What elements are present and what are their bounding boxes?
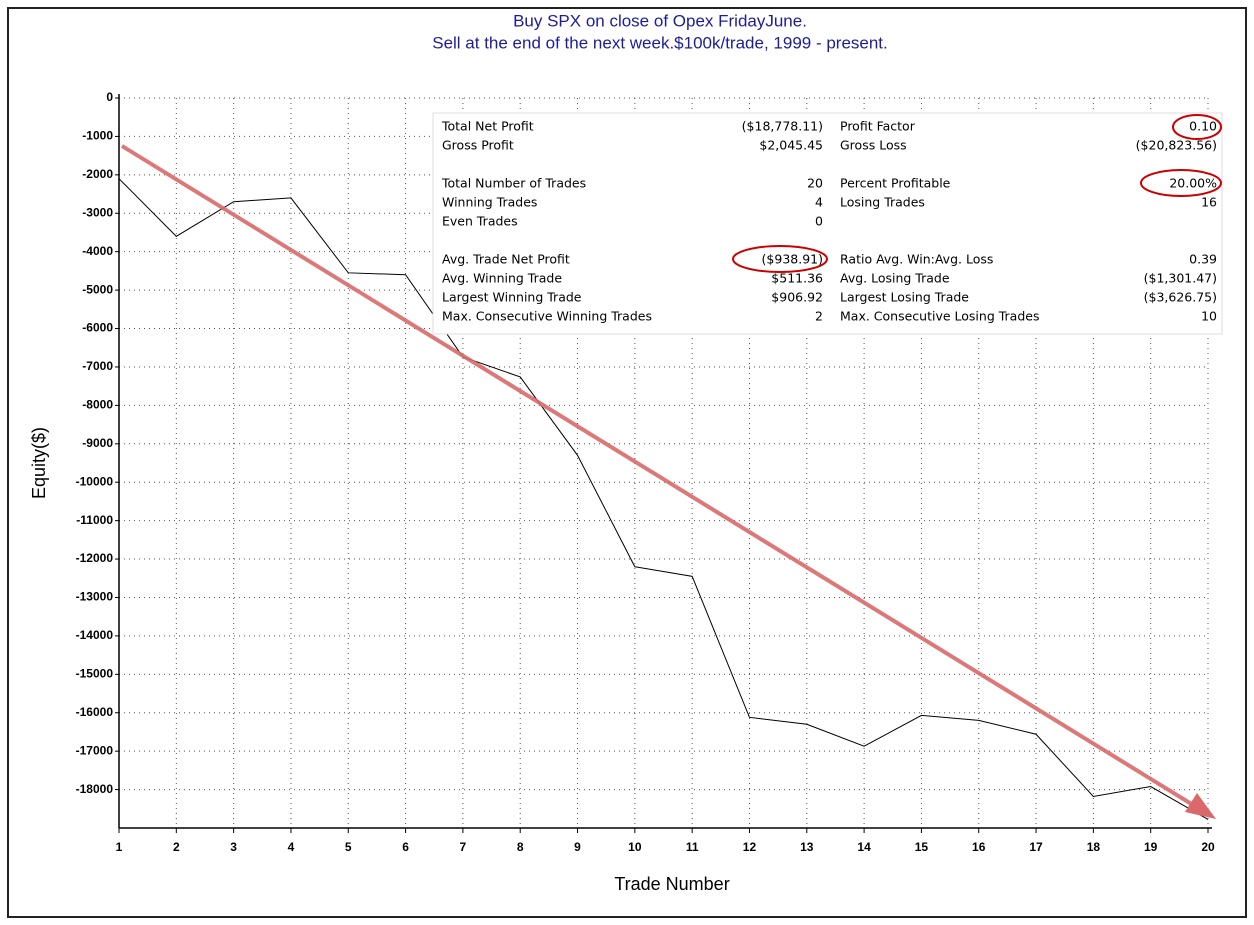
x-tick-label: 4: [288, 840, 295, 854]
y-tick-label: -1000: [82, 129, 113, 143]
x-tick-label: 1: [116, 840, 123, 854]
stat-label: Ratio Avg. Win:Avg. Loss: [840, 252, 993, 267]
stat-label: Total Number of Trades: [441, 176, 586, 191]
x-tick-label: 8: [517, 840, 524, 854]
y-tick-label: 0: [106, 90, 113, 104]
y-tick-label: -17000: [76, 743, 114, 757]
stat-label: Total Net Profit: [441, 119, 534, 134]
x-tick-label: 17: [1029, 840, 1043, 854]
x-tick-label: 18: [1087, 840, 1101, 854]
x-tick-label: 12: [743, 840, 757, 854]
stat-value: $511.36: [771, 271, 823, 286]
stat-value: 0: [815, 214, 823, 229]
stat-value: 4: [815, 195, 823, 210]
y-tick-label: -6000: [82, 321, 113, 335]
y-tick-label: -11000: [76, 513, 113, 527]
stat-label: Gross Profit: [442, 138, 514, 153]
chart-title: Buy SPX on close of Opex FridayJune.: [513, 11, 807, 30]
stat-label: Percent Profitable: [840, 176, 951, 191]
x-tick-label: 3: [230, 840, 237, 854]
stat-value: 10: [1201, 309, 1217, 324]
y-tick-label: -2000: [82, 167, 113, 181]
y-tick-label: -12000: [76, 551, 114, 565]
stat-label: Gross Loss: [840, 138, 907, 153]
stat-value: 20.00%: [1169, 176, 1217, 191]
y-tick-label: -15000: [76, 666, 114, 680]
stat-value: ($3,626.75): [1144, 290, 1217, 305]
stat-label: Even Trades: [442, 214, 518, 229]
x-tick-label: 14: [857, 840, 871, 854]
stats-box: [432, 112, 1223, 335]
stat-label: Max. Consecutive Losing Trades: [840, 309, 1039, 324]
stat-value: 20: [807, 176, 823, 191]
y-tick-label: -3000: [82, 205, 113, 219]
x-tick-label: 7: [460, 840, 467, 854]
y-tick-label: -13000: [76, 590, 114, 604]
stat-label: Losing Trades: [840, 195, 925, 210]
trend-arrow: [120, 144, 1200, 810]
y-tick-label: -18000: [76, 782, 114, 796]
y-tick-label: -16000: [76, 705, 114, 719]
y-tick-label: -14000: [76, 628, 114, 642]
x-tick-label: 20: [1201, 840, 1215, 854]
stat-label: Largest Winning Trade: [442, 290, 582, 305]
y-tick-label: -8000: [82, 398, 113, 412]
x-tick-label: 13: [800, 840, 814, 854]
stat-value: $906.92: [771, 290, 823, 305]
stat-label: Avg. Winning Trade: [442, 271, 562, 286]
series-line: [118, 178, 1209, 820]
y-axis-label: Equity($): [29, 427, 49, 499]
x-tick-label: 16: [972, 840, 986, 854]
y-tick-label: -9000: [82, 436, 113, 450]
highlight: [1172, 114, 1222, 140]
y-tick-label: -10000: [76, 474, 114, 488]
x-tick-label: 15: [915, 840, 929, 854]
stat-value: ($938.91): [762, 252, 823, 267]
y-tick-label: -5000: [82, 282, 113, 296]
stat-label: Largest Losing Trade: [840, 290, 969, 305]
stat-value: 0.39: [1189, 252, 1217, 267]
x-tick-label: 6: [402, 840, 409, 854]
x-axis-label: Trade Number: [614, 874, 729, 894]
stat-value: ($1,301.47): [1144, 271, 1217, 286]
x-tick-label: 5: [345, 840, 352, 854]
stat-value: ($20,823.56): [1136, 138, 1217, 153]
x-tick-label: 9: [574, 840, 581, 854]
highlight: [1140, 169, 1222, 197]
stat-value: 0.10: [1189, 119, 1217, 134]
trend-arrow-head: [1185, 793, 1216, 819]
x-tick-label: 19: [1144, 840, 1158, 854]
stat-value: 16: [1201, 195, 1217, 210]
y-tick-label: -4000: [82, 244, 113, 258]
stat-value: $2,045.45: [759, 138, 823, 153]
stat-value: ($18,778.11): [742, 119, 823, 134]
x-tick-label: 11: [686, 840, 699, 854]
stat-label: Max. Consecutive Winning Trades: [442, 309, 652, 324]
stat-label: Avg. Trade Net Profit: [442, 252, 570, 267]
chart-title: Sell at the end of the next week.$100k/t…: [432, 33, 888, 52]
x-tick-label: 10: [628, 840, 642, 854]
x-tick-label: 2: [173, 840, 180, 854]
stat-label: Profit Factor: [840, 119, 916, 134]
highlight: [732, 245, 828, 273]
y-tick-label: -7000: [82, 359, 113, 373]
stat-label: Winning Trades: [442, 195, 537, 210]
stat-label: Avg. Losing Trade: [840, 271, 950, 286]
stat-value: 2: [815, 309, 823, 324]
